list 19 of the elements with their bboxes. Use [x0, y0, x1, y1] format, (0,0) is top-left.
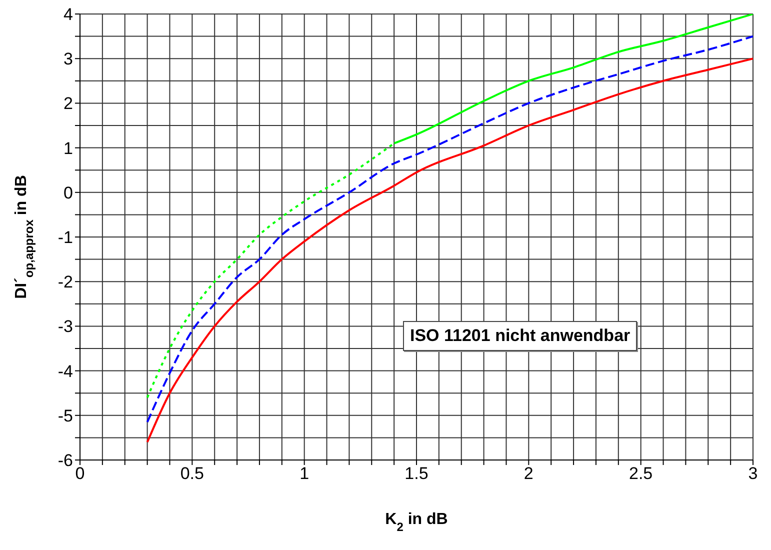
y-tick-label: -6: [58, 451, 73, 470]
y-tick-label: -4: [58, 362, 73, 381]
y-tick-label: -3: [58, 317, 73, 336]
y-tick-label: 3: [64, 50, 73, 69]
x-tick-label: 1: [300, 464, 310, 484]
x-tick-label: 2: [524, 464, 534, 484]
y-tick-label: 0: [64, 183, 73, 202]
x-axis-title: K$_{2}$ in dB: [385, 511, 448, 534]
y-tick-label: 2: [64, 94, 73, 114]
y-tick-label: 1: [64, 138, 73, 158]
annotation: ISO 11201 nicht anwendbar: [403, 321, 638, 351]
y-tick-label: -1: [58, 228, 73, 248]
x-tick-label: 3: [748, 464, 758, 484]
y-tick-label: -5: [58, 406, 73, 426]
x-tick-label: 0.5: [180, 464, 204, 484]
y-tick-label: -2: [58, 272, 73, 292]
x-tick-label: 2.5: [629, 464, 653, 484]
y-tick-label: 4: [64, 5, 73, 24]
x-tick-label: 1.5: [404, 464, 428, 484]
